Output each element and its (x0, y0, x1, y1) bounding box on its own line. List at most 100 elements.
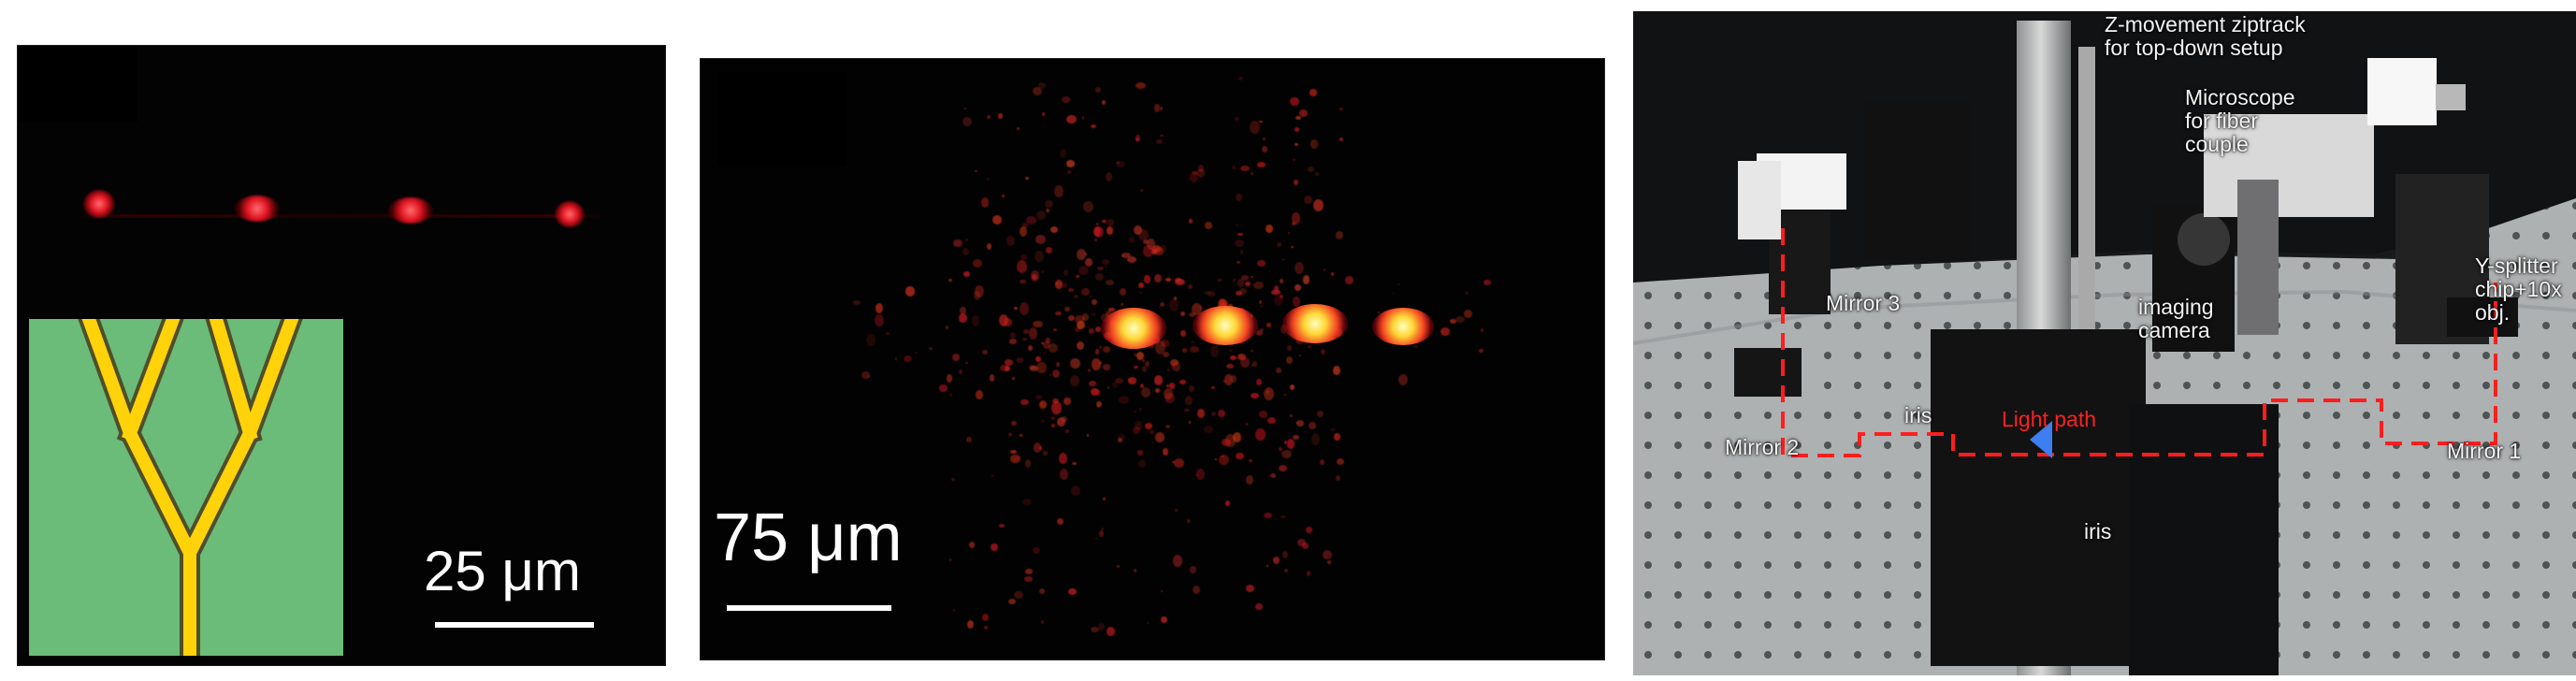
middle-speckle (948, 279, 952, 283)
middle-speckle (1042, 112, 1045, 117)
middle-speckle (1117, 564, 1120, 569)
middle-speckle (1035, 250, 1044, 262)
middle-speckle (999, 364, 1010, 372)
middle-speckle (1033, 442, 1042, 454)
middle-speckle (991, 543, 998, 552)
middle-speckle (1172, 460, 1176, 463)
middle-speckle (1168, 383, 1176, 389)
middle-speckle (1190, 171, 1198, 182)
middle-speckle (1236, 193, 1243, 202)
middle-speckle (964, 239, 968, 242)
middle-speckle (1038, 588, 1045, 595)
middle-speckle (1136, 82, 1146, 89)
middle-speckle (1010, 454, 1020, 464)
middle-speckle (1103, 364, 1111, 370)
middle-speckle (975, 390, 983, 399)
left-instrument-body (1738, 161, 1781, 239)
middle-speckle (1153, 104, 1161, 113)
middle-speckle (1045, 200, 1054, 209)
middle-speckle (1098, 361, 1102, 365)
middle-speckle (1293, 297, 1300, 308)
left-microscopy-panel: 25 μm (17, 45, 666, 666)
middle-speckle (1134, 354, 1137, 356)
middle-speckle (1211, 385, 1216, 389)
middle-speckle (1195, 473, 1198, 476)
middle-speckle (1092, 312, 1096, 316)
middle-speckle (1197, 168, 1206, 178)
middle-speckle (1264, 387, 1274, 400)
middle-speckle (1135, 135, 1141, 142)
middle-speckle (1313, 198, 1324, 211)
middle-speckle (1132, 427, 1140, 435)
middle-speckle (1043, 451, 1049, 456)
middle-speckle (1071, 462, 1077, 466)
middle-speckle (1252, 361, 1258, 367)
middle-speckle (1136, 352, 1145, 360)
middle-speckle (1273, 285, 1279, 293)
middle-speckle (1180, 311, 1186, 316)
middle-speckle (1126, 256, 1136, 263)
middle-speckle (1017, 127, 1020, 131)
middle-speckle (1146, 622, 1150, 625)
middle-speckle (953, 239, 963, 248)
middle-speckle (981, 196, 990, 208)
middle-speckle (1454, 316, 1465, 323)
middle-speckle (1295, 419, 1304, 427)
middle-speckle (1022, 499, 1033, 505)
middle-speckle (946, 374, 953, 383)
microscope-eyepiece (2436, 84, 2466, 110)
middle-speckle (1053, 185, 1064, 197)
middle-speckle (1155, 138, 1164, 145)
left-beam-trace (74, 214, 607, 218)
middle-speckle (1056, 362, 1060, 367)
middle-speckle (1174, 458, 1184, 468)
middle-speckle (1004, 358, 1013, 366)
middle-speckle (1040, 619, 1045, 624)
middle-speckle (1104, 265, 1107, 268)
middle-speckle (1286, 439, 1295, 450)
middle-speckle (1255, 378, 1263, 386)
middle-speckle (1290, 96, 1300, 107)
middle-speckle (1024, 177, 1029, 180)
middle-speckle (1107, 225, 1114, 235)
middle-speckle (1397, 374, 1409, 385)
middle-speckle (1058, 453, 1067, 465)
middle-speckle (1116, 161, 1126, 167)
middle-speckle (1260, 305, 1263, 309)
middle-speckle (1077, 341, 1085, 351)
fiber-microscope-head (2367, 58, 2437, 125)
middle-speckle (1093, 226, 1102, 238)
middle-speckle (1028, 327, 1038, 340)
left-spot-3 (388, 197, 433, 224)
middle-speckle (1245, 422, 1249, 426)
middle-speckle (939, 384, 948, 393)
middle-speckle (1112, 381, 1118, 388)
middle-speckle (1259, 121, 1263, 123)
middle-speckle (1280, 294, 1283, 299)
middle-speckle (1160, 590, 1164, 592)
iris-left-label: iris (1904, 403, 1932, 427)
left-spot-1 (83, 190, 115, 218)
middle-speckle (1196, 408, 1205, 418)
middle-speckle (1050, 226, 1059, 233)
schematic-inner-left-branch (121, 310, 182, 442)
middle-speckle (1273, 295, 1283, 307)
middle-speckle (1336, 474, 1341, 481)
middle-speckle (1266, 390, 1269, 394)
middle-scale-bar (727, 605, 891, 611)
middle-speckle (1115, 377, 1123, 384)
middle-speckle (1321, 348, 1326, 355)
middle-speckle (1021, 222, 1029, 229)
middle-speckle (1036, 210, 1046, 221)
middle-speckle (959, 313, 967, 324)
middle-speckle (1192, 340, 1194, 343)
middle-speckle (1193, 171, 1198, 175)
middle-speckle (1291, 246, 1295, 249)
middle-speckle (973, 291, 981, 301)
middle-speckle (1306, 571, 1310, 576)
middle-speckle (1160, 340, 1169, 347)
middle-speckle (1074, 326, 1080, 333)
middle-speckle (1449, 318, 1456, 324)
middle-speckle (1128, 379, 1131, 382)
middle-speckle (1296, 539, 1306, 547)
